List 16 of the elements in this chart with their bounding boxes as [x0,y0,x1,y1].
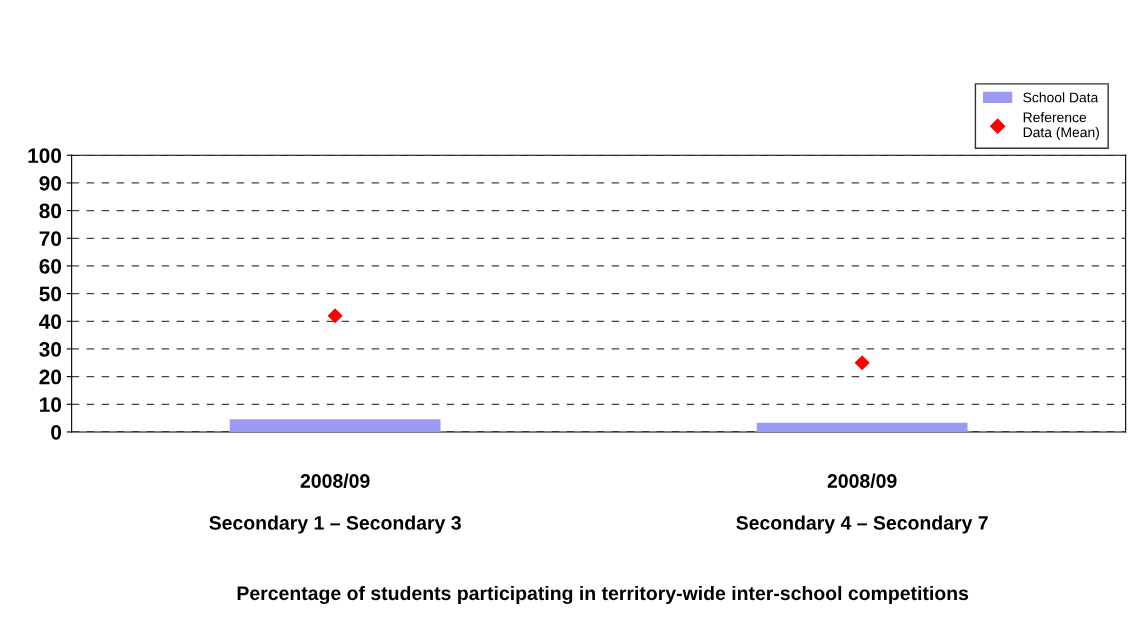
y-tick-label: 0 [51,424,62,440]
y-tick-label: 60 [39,258,62,274]
text: Percentage of students participating in territory-wide inter-school competitions [237,585,969,605]
category-label: 2008/09 Secondary 1 – Secondary 3 [209,473,461,534]
legend-label: School Data [1023,92,1099,103]
y-tick-label: 70 [39,231,62,247]
y-tick-label: 90 [39,175,62,191]
y-tick-label: 80 [39,203,62,219]
category-label: 2008/09 Secondary 4 – Secondary 7 [736,473,988,534]
y-tick-label: 30 [39,341,62,357]
y-tick-label: 20 [39,369,62,385]
legend-label: Reference Data (Mean) [1023,112,1099,140]
y-tick-label: 10 [40,397,62,413]
y-tick-label: 50 [39,286,62,302]
y-tick-label: 40 [39,314,62,330]
y-tick-label: 100 [28,148,62,163]
